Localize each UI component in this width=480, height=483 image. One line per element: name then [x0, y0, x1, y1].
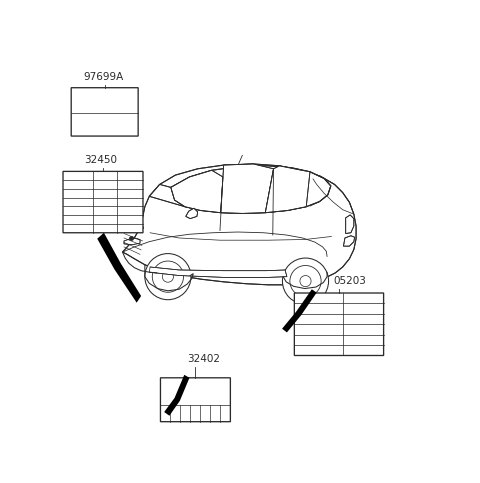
Polygon shape — [124, 238, 140, 245]
Polygon shape — [149, 185, 185, 207]
Circle shape — [145, 254, 191, 299]
Circle shape — [162, 271, 173, 282]
FancyBboxPatch shape — [71, 88, 138, 136]
FancyBboxPatch shape — [160, 378, 230, 422]
Polygon shape — [221, 164, 274, 213]
Polygon shape — [346, 215, 354, 233]
Polygon shape — [122, 164, 356, 285]
Polygon shape — [282, 289, 317, 332]
Text: 05203: 05203 — [333, 276, 366, 285]
Polygon shape — [97, 233, 141, 303]
Polygon shape — [122, 222, 144, 231]
Circle shape — [282, 258, 329, 304]
Circle shape — [300, 275, 311, 287]
Polygon shape — [164, 375, 190, 416]
Polygon shape — [265, 166, 310, 213]
FancyBboxPatch shape — [294, 293, 384, 355]
Polygon shape — [344, 236, 355, 246]
Text: 32450: 32450 — [84, 155, 117, 165]
Polygon shape — [171, 170, 223, 213]
Polygon shape — [186, 208, 198, 219]
Polygon shape — [170, 166, 331, 213]
Text: 32402: 32402 — [187, 355, 220, 364]
Polygon shape — [149, 267, 287, 277]
FancyBboxPatch shape — [63, 171, 143, 233]
Text: 97699A: 97699A — [84, 72, 124, 82]
